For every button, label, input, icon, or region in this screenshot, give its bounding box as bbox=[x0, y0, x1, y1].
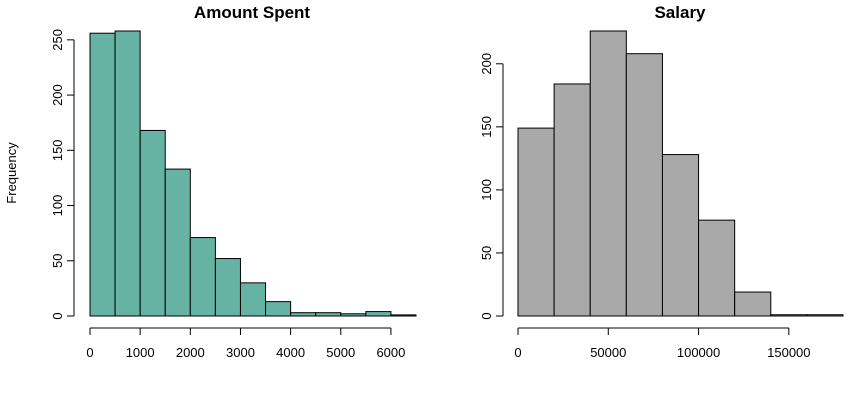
salary-bar bbox=[806, 314, 844, 317]
amount-spent-x-tick-label: 2000 bbox=[176, 345, 205, 360]
salary-y-tick-label: 100 bbox=[479, 179, 494, 201]
amount-spent-x-tick-label: 1000 bbox=[126, 345, 155, 360]
amount-spent-y-tick-label: 250 bbox=[50, 29, 65, 51]
salary-bar bbox=[734, 291, 772, 317]
amount-spent-panel: Amount Spent Frequency 0 50 100 150 200 250 0 100… bbox=[4, 3, 417, 360]
amount-spent-x-tick-label: 6000 bbox=[376, 345, 405, 360]
amount-spent-title: Amount Spent bbox=[194, 3, 310, 22]
amount-spent-bar bbox=[290, 312, 317, 317]
salary-bar bbox=[698, 219, 736, 317]
amount-spent-x-tick-label: 5000 bbox=[326, 345, 355, 360]
amount-spent-bar bbox=[315, 312, 342, 317]
salary-x-tick-label: 100000 bbox=[677, 345, 720, 360]
amount-spent-x-tick-label: 3000 bbox=[226, 345, 255, 360]
salary-y-tick-label: 200 bbox=[479, 53, 494, 75]
salary-y-tick-label: 150 bbox=[479, 116, 494, 138]
amount-spent-bar bbox=[114, 30, 141, 317]
salary-bar bbox=[553, 83, 591, 317]
salary-bar bbox=[589, 30, 627, 317]
amount-spent-x-tick-label: 4000 bbox=[276, 345, 305, 360]
salary-y-tick-label: 0 bbox=[479, 312, 494, 319]
salary-panel: Salary 0 50 100 150 200 0 50000 100000 150000 bbox=[479, 3, 844, 360]
amount-spent-bar bbox=[214, 258, 241, 317]
salary-x-tick-label: 50000 bbox=[590, 345, 626, 360]
salary-x-tick-label: 150000 bbox=[767, 345, 810, 360]
salary-bar bbox=[625, 53, 663, 317]
amount-spent-y-tick-label: 100 bbox=[50, 195, 65, 217]
amount-spent-bar bbox=[265, 301, 292, 317]
salary-bar bbox=[517, 127, 555, 317]
salary-x-tick-label: 0 bbox=[514, 345, 521, 360]
amount-spent-bar bbox=[390, 314, 417, 317]
amount-spent-x-tick-label: 0 bbox=[86, 345, 93, 360]
salary-y-tick-label: 50 bbox=[479, 246, 494, 260]
amount-spent-y-tick-label: 200 bbox=[50, 84, 65, 106]
salary-bar bbox=[770, 314, 808, 317]
amount-spent-bar bbox=[340, 313, 367, 317]
amount-spent-bar bbox=[239, 282, 267, 317]
amount-spent-bar bbox=[164, 168, 191, 317]
amount-spent-bar bbox=[189, 237, 216, 317]
amount-spent-bar bbox=[89, 32, 116, 317]
amount-spent-y-tick-label: 50 bbox=[50, 254, 65, 268]
salary-title: Salary bbox=[654, 3, 706, 22]
amount-spent-y-tick-label: 150 bbox=[50, 139, 65, 161]
amount-spent-bar bbox=[139, 129, 166, 317]
amount-spent-y-axis-label: Frequency bbox=[4, 142, 19, 204]
amount-spent-y-tick-label: 0 bbox=[50, 312, 65, 319]
salary-bar bbox=[661, 154, 700, 317]
amount-spent-bar bbox=[365, 311, 392, 317]
